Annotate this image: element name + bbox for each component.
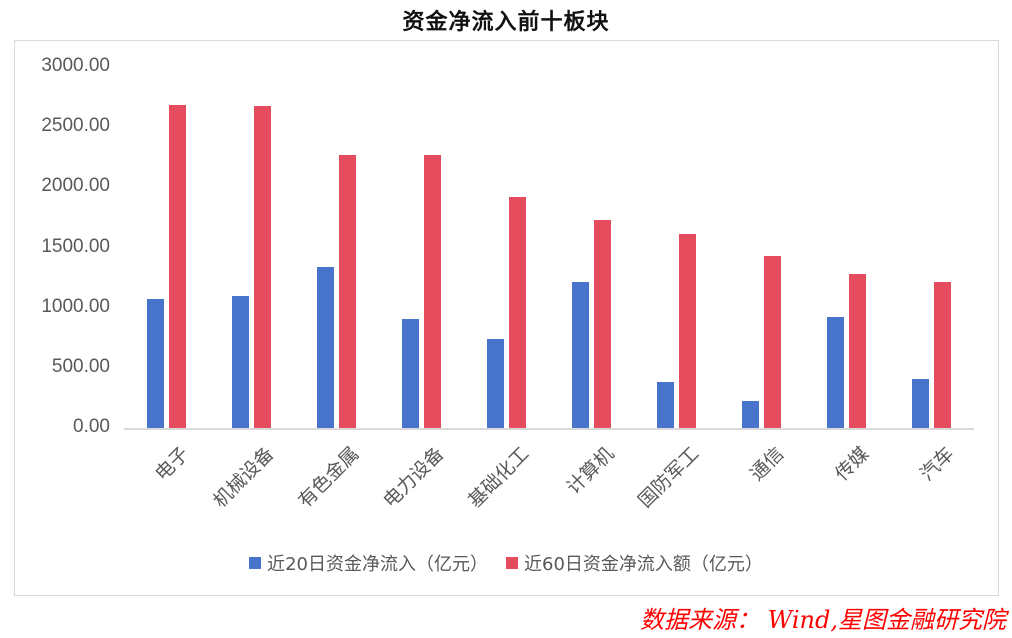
chart-title: 资金净流入前十板块	[402, 9, 610, 35]
bar-20d	[657, 382, 674, 428]
x-axis-baseline	[124, 428, 974, 430]
bar-60d	[679, 233, 696, 428]
bar-60d	[594, 219, 611, 428]
bar-20d	[912, 379, 929, 428]
y-tick-label: 2500.00	[41, 115, 110, 137]
legend: 近20日资金净流入（亿元） 近60日资金净流入额（亿元）	[0, 550, 1012, 576]
bar-20d	[232, 295, 249, 428]
bar-60d	[424, 154, 441, 428]
bar-60d	[934, 281, 951, 428]
y-tick-label: 3000.00	[41, 55, 110, 76]
y-tick-label: 0.00	[73, 416, 110, 437]
bar-20d	[487, 338, 504, 428]
bar-20d	[742, 401, 759, 428]
bar-20d	[147, 299, 164, 428]
y-tick-label: 1500.00	[41, 235, 110, 257]
legend-label-60d: 近60日资金净流入额（亿元）	[524, 554, 763, 575]
y-tick-label: 1000.00	[41, 295, 110, 317]
bar-60d	[849, 273, 866, 428]
bar-20d	[572, 281, 589, 428]
legend-swatch-blue-icon	[249, 557, 262, 569]
legend-item-60d: 近60日资金净流入额（亿元）	[506, 550, 763, 576]
legend-item-20d: 近20日资金净流入（亿元）	[249, 550, 488, 576]
bar-60d	[254, 105, 271, 428]
legend-label-20d: 近20日资金净流入（亿元）	[267, 554, 488, 575]
data-source-note: 数据来源： Wind,星图金融研究院	[640, 606, 1006, 634]
bar-60d	[339, 154, 356, 428]
bar-20d	[402, 318, 419, 428]
bar-20d	[317, 266, 334, 428]
y-tick-label: 2000.00	[41, 175, 110, 197]
bar-60d	[764, 255, 781, 428]
bar-60d	[509, 196, 526, 428]
bar-60d	[169, 104, 186, 428]
legend-swatch-red-icon	[506, 557, 518, 569]
y-tick-label: 500.00	[51, 355, 110, 377]
bar-20d	[827, 316, 844, 428]
